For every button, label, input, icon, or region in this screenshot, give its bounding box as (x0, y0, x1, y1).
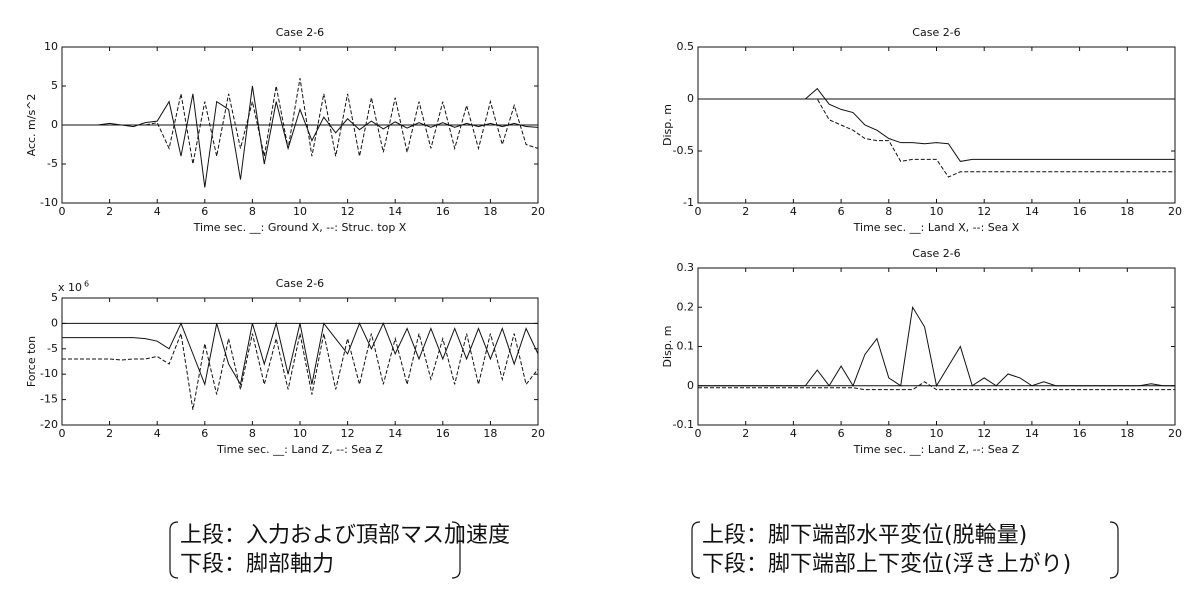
x-tick-label: 12 (341, 205, 355, 218)
x-tick-label: 2 (742, 205, 749, 218)
plot-frame (61, 297, 539, 426)
x-tick-label: 8 (885, 205, 892, 218)
x-tick-label: 8 (249, 427, 256, 440)
x-tick-label: 4 (790, 205, 797, 218)
series-line (62, 85, 539, 188)
caption-bracket (1109, 521, 1119, 579)
y-tick-label: -10 (40, 196, 58, 209)
x-tick-label: 6 (201, 205, 208, 218)
x-tick-label: 18 (1120, 427, 1134, 440)
x-axis-label: Time sec. __: Ground X, --: Struc. top X (193, 221, 407, 234)
caption-bracket (451, 521, 461, 579)
y-tick-label: -5 (47, 157, 58, 170)
x-tick-label: 2 (106, 205, 113, 218)
x-tick-label: 14 (388, 205, 402, 218)
y-axis-label: Disp. m (661, 104, 674, 146)
x-tick-label: 2 (742, 427, 749, 440)
x-tick-label: 20 (1168, 205, 1182, 218)
caption-line: 上段：入力および頂部マス加速度 (180, 523, 510, 548)
y-tick-label: -5 (47, 342, 58, 355)
series-line (62, 78, 539, 165)
chart-title: Case 2-6 (912, 247, 960, 260)
multiplier-base: x 10 (58, 281, 82, 294)
y-tick-label: -15 (40, 393, 58, 406)
x-tick-label: 6 (201, 427, 208, 440)
y-axis-label: Force ton (25, 336, 38, 387)
x-tick-label: 4 (154, 205, 161, 218)
x-tick-label: 0 (59, 205, 66, 218)
caption-line: 下段：脚下端部上下変位(浮き上がり) (702, 552, 1071, 577)
y-tick-label: -20 (40, 418, 58, 431)
y-tick-label: -1 (683, 196, 694, 209)
plot-frame (697, 267, 1176, 426)
y-tick-label: 0 (51, 316, 58, 329)
x-tick-label: 14 (1025, 205, 1039, 218)
series-line (62, 321, 539, 387)
x-tick-label: 8 (885, 427, 892, 440)
y-tick-label: 0 (687, 379, 694, 392)
series-line (698, 87, 1175, 162)
caption-bracket (169, 521, 179, 579)
x-tick-label: 18 (483, 205, 497, 218)
x-tick-label: 0 (59, 427, 66, 440)
x-axis-label: Time sec. __: Land Z, --: Sea Z (216, 443, 383, 456)
x-axis-label: Time sec. __: Land X, --: Sea X (853, 221, 1020, 234)
x-tick-label: 12 (977, 427, 991, 440)
multiplier-exponent: 6 (84, 280, 89, 289)
y-axis-label: Disp. m (661, 326, 674, 368)
x-tick-label: 12 (977, 205, 991, 218)
x-tick-label: 16 (1073, 427, 1087, 440)
x-tick-label: 20 (531, 205, 545, 218)
y-tick-label: 0.2 (677, 300, 695, 313)
caption-line: 下段：脚部軸力 (180, 552, 334, 577)
chart-title: Case 2-6 (912, 26, 960, 39)
x-tick-label: 6 (838, 205, 845, 218)
x-tick-label: 14 (1025, 427, 1039, 440)
x-tick-label: 8 (249, 205, 256, 218)
x-tick-label: 10 (293, 205, 307, 218)
x-tick-label: 10 (930, 427, 944, 440)
y-tick-label: 5 (51, 79, 58, 92)
plot-frame (61, 46, 539, 204)
y-tick-label: -0.1 (673, 418, 694, 431)
x-tick-label: 4 (790, 427, 797, 440)
x-tick-label: 18 (1120, 205, 1134, 218)
x-tick-label: 12 (341, 427, 355, 440)
y-tick-label: -10 (40, 367, 58, 380)
x-tick-label: 16 (1073, 205, 1087, 218)
y-tick-label: 0 (687, 92, 694, 105)
y-tick-label: 0.3 (677, 261, 695, 274)
series-line (62, 331, 539, 410)
y-tick-label: 0.5 (677, 40, 695, 53)
x-tick-label: 14 (388, 427, 402, 440)
x-tick-label: 6 (838, 427, 845, 440)
x-tick-label: 0 (695, 427, 702, 440)
chart-title: Case 2-6 (276, 277, 324, 290)
x-tick-label: 16 (436, 205, 450, 218)
y-tick-label: 0 (51, 118, 58, 131)
plot-frame (697, 46, 1176, 204)
x-tick-label: 10 (930, 205, 944, 218)
x-tick-label: 10 (293, 427, 307, 440)
x-tick-label: 0 (695, 205, 702, 218)
chart-title: Case 2-6 (276, 26, 324, 39)
series-line (698, 98, 1175, 178)
y-axis-label: Acc. m/s^2 (25, 94, 38, 157)
y-tick-label: -0.5 (673, 144, 694, 157)
x-axis-label: Time sec. __: Land Z, --: Sea Z (853, 443, 1020, 456)
x-tick-label: 2 (106, 427, 113, 440)
x-tick-label: 20 (1168, 427, 1182, 440)
x-tick-label: 16 (436, 427, 450, 440)
x-tick-label: 4 (154, 427, 161, 440)
y-tick-label: 10 (44, 40, 58, 53)
y-tick-label: 5 (51, 291, 58, 304)
series-line (698, 305, 1175, 388)
series-line (698, 381, 1175, 391)
caption-bracket (691, 521, 701, 579)
x-tick-label: 18 (483, 427, 497, 440)
y-tick-label: 0.1 (677, 340, 695, 353)
caption-line: 上段：脚下端部水平変位(脱輪量) (702, 523, 1027, 548)
x-tick-label: 20 (531, 427, 545, 440)
